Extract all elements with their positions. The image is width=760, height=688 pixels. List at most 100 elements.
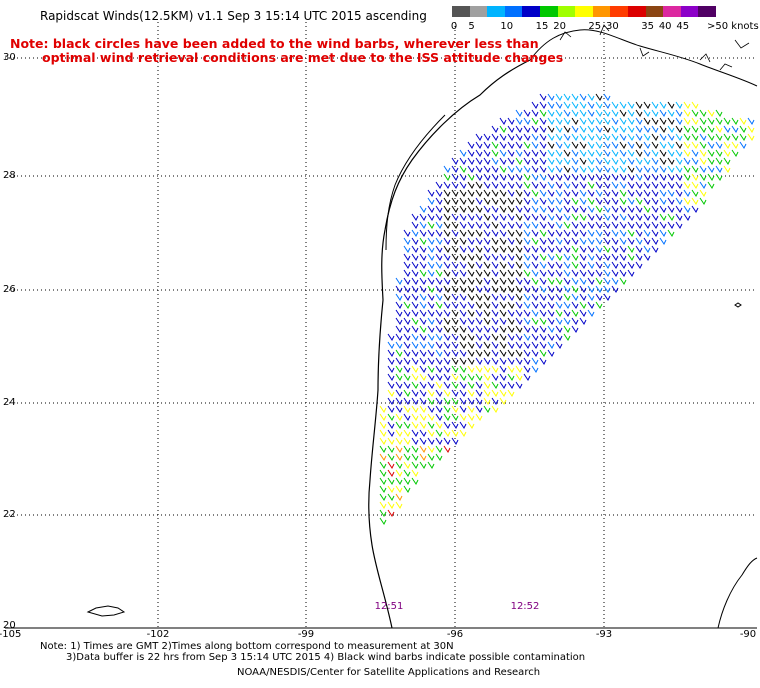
wind-barb <box>539 341 547 349</box>
wind-barb <box>571 149 579 157</box>
wind-barb <box>659 221 667 229</box>
legend-color-swatch <box>698 6 717 17</box>
wind-barb <box>603 173 611 181</box>
wind-barb <box>483 373 491 381</box>
wind-barb <box>643 165 651 173</box>
wind-barb <box>427 341 435 349</box>
wind-barb <box>691 205 699 213</box>
wind-barb <box>459 341 467 349</box>
wind-barb <box>619 205 627 213</box>
wind-barb <box>507 181 515 189</box>
wind-barb <box>499 357 507 365</box>
wind-barb <box>547 117 555 125</box>
wind-barb <box>467 293 475 301</box>
wind-barb <box>603 101 611 109</box>
wind-barb <box>499 165 507 173</box>
wind-barb <box>659 237 667 245</box>
wind-barb <box>579 277 587 285</box>
wind-barb <box>403 485 411 493</box>
legend-label: 30 <box>606 21 619 32</box>
wind-barb <box>667 213 675 221</box>
wind-barb <box>411 397 419 405</box>
wind-barb <box>643 245 651 253</box>
wind-barb <box>587 101 595 109</box>
wind-barb <box>539 269 547 277</box>
wind-barb <box>491 133 499 141</box>
wind-barb <box>683 157 691 165</box>
wind-barb <box>691 189 699 197</box>
wind-barb <box>411 445 419 453</box>
wind-barb <box>483 285 491 293</box>
wind-barb <box>427 437 435 445</box>
wind-barb <box>531 141 539 149</box>
wind-barb <box>515 189 523 197</box>
wind-barb <box>475 141 483 149</box>
wind-barb <box>507 309 515 317</box>
wind-barb <box>451 189 459 197</box>
wind-barb <box>427 245 435 253</box>
wind-barb <box>683 197 691 205</box>
wind-barb <box>699 165 707 173</box>
wind-barb <box>531 253 539 261</box>
wind-barb <box>547 245 555 253</box>
wind-barb <box>451 157 459 165</box>
wind-barb <box>499 365 507 373</box>
wind-barb <box>411 469 419 477</box>
wind-barb <box>483 317 491 325</box>
wind-barb <box>483 189 491 197</box>
wind-barb <box>435 293 443 301</box>
wind-barb <box>691 149 699 157</box>
wind-barb <box>523 293 531 301</box>
wind-barb <box>499 397 507 405</box>
wind-barb <box>603 213 611 221</box>
wind-barb <box>555 277 563 285</box>
wind-barb <box>411 461 419 469</box>
wind-barb <box>611 117 619 125</box>
wind-barb <box>555 261 563 269</box>
wind-barb <box>555 165 563 173</box>
wind-barb <box>443 205 451 213</box>
legend-color-swatch <box>540 6 559 17</box>
wind-barb <box>699 173 707 181</box>
wind-barb <box>403 269 411 277</box>
legend-label: 0 <box>450 21 458 32</box>
wind-barb <box>611 133 619 141</box>
wind-barb <box>435 405 443 413</box>
wind-barb <box>507 157 515 165</box>
wind-barb <box>467 221 475 229</box>
wind-barb <box>563 141 571 149</box>
wind-barb <box>515 285 523 293</box>
wind-barb <box>451 317 459 325</box>
wind-barb <box>619 237 627 245</box>
wind-barb <box>547 237 555 245</box>
wind-barb <box>403 453 411 461</box>
wind-barb <box>483 293 491 301</box>
wind-barb <box>427 317 435 325</box>
wind-barb <box>443 181 451 189</box>
wind-barb <box>723 149 731 157</box>
wind-barb <box>531 237 539 245</box>
wind-barb <box>747 125 755 133</box>
wind-barb <box>635 197 643 205</box>
wind-barb <box>403 445 411 453</box>
wind-barb <box>739 133 747 141</box>
wind-barb <box>435 389 443 397</box>
wind-barb <box>523 349 531 357</box>
wind-barb <box>499 197 507 205</box>
wind-barb <box>419 413 427 421</box>
wind-barb <box>747 133 755 141</box>
wind-barb <box>683 149 691 157</box>
wind-barb <box>659 213 667 221</box>
wind-barb <box>547 165 555 173</box>
wind-barb <box>459 325 467 333</box>
wind-barb <box>395 437 403 445</box>
wind-barb <box>515 229 523 237</box>
wind-barb <box>459 221 467 229</box>
wind-barb <box>635 149 643 157</box>
wind-barb <box>483 269 491 277</box>
wind-barb <box>475 133 483 141</box>
wind-barb <box>411 269 419 277</box>
wind-barb <box>515 221 523 229</box>
wind-barb <box>571 197 579 205</box>
wind-barb <box>427 453 435 461</box>
